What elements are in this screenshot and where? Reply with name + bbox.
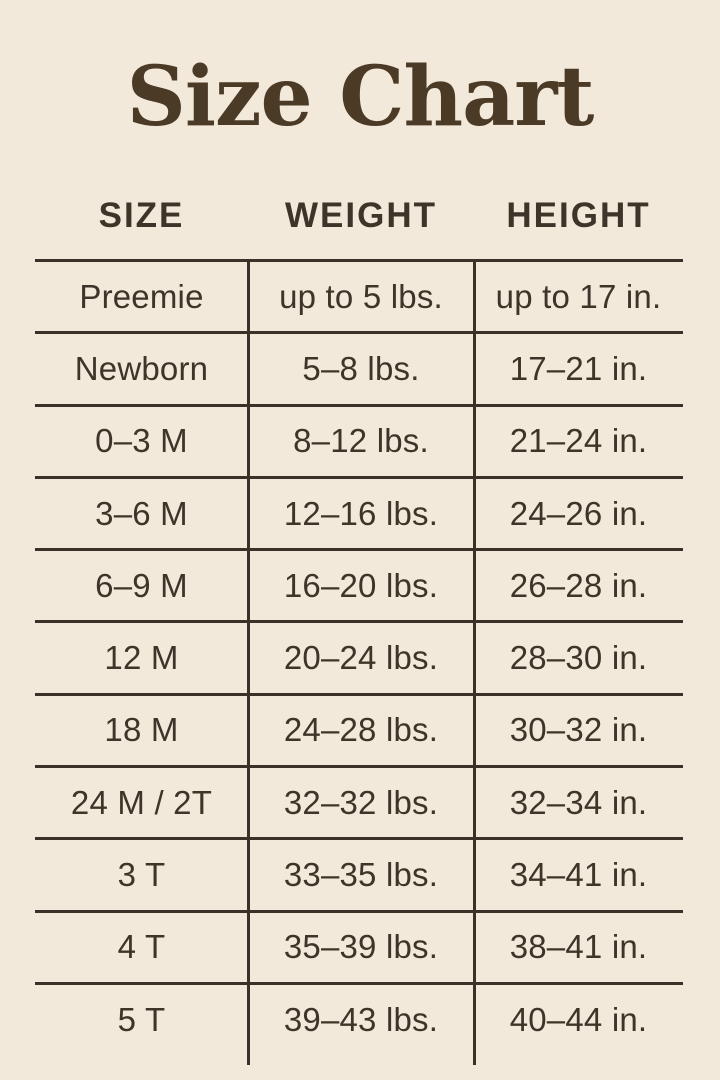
height-cell: 17–21 in. [509, 349, 648, 387]
size-cell: 6–9 M [95, 566, 188, 604]
table-row: 18 M 24–28 lbs. 30–32 in. [35, 692, 683, 765]
table-row: 24 M / 2T 32–32 lbs. 32–34 in. [35, 765, 683, 837]
weight-cell: 12–16 lbs. [283, 494, 439, 532]
size-cell: Newborn [74, 349, 209, 387]
table-row: 3 T 33–35 lbs. 34–41 in. [35, 837, 683, 909]
table-row: 12 M 20–24 lbs. 28–30 in. [35, 620, 683, 692]
size-cell: 12 M [104, 639, 179, 677]
weight-cell: 5–8 lbs. [302, 349, 420, 387]
column-header-weight: WEIGHT [285, 196, 437, 235]
column-header-size: SIZE [98, 196, 185, 235]
table-row: 6–9 M 16–20 lbs. 26–28 in. [35, 548, 683, 620]
height-cell: 34–41 in. [509, 856, 648, 894]
height-cell: 24–26 in. [509, 494, 648, 532]
weight-cell: 20–24 lbs. [283, 639, 439, 677]
height-cell: 38–41 in. [509, 928, 648, 966]
size-cell: 18 M [104, 711, 179, 749]
size-cell: 5 T [117, 1000, 166, 1038]
column-divider [246, 259, 250, 1065]
weight-cell: 35–39 lbs. [283, 928, 439, 966]
weight-cell: 8–12 lbs. [293, 422, 429, 460]
table-row: Preemie up to 5 lbs. up to 17 in. [35, 259, 683, 331]
weight-cell: up to 5 lbs. [279, 277, 443, 315]
size-cell: 3–6 M [95, 494, 188, 532]
column-divider [472, 259, 476, 1065]
weight-cell: 16–20 lbs. [283, 566, 439, 604]
size-cell: 3 T [117, 856, 166, 894]
table-row: 3–6 M 12–16 lbs. 24–26 in. [35, 475, 683, 548]
table-row: Newborn 5–8 lbs. 17–21 in. [35, 331, 683, 403]
table-row: 0–3 M 8–12 lbs. 21–24 in. [35, 403, 683, 476]
table-row: 5 T 39–43 lbs. 40–44 in. [35, 981, 683, 1054]
weight-cell: 39–43 lbs. [283, 1000, 439, 1038]
weight-cell: 24–28 lbs. [283, 711, 439, 749]
size-cell: 4 T [117, 928, 166, 966]
size-cell: 24 M / 2T [70, 783, 213, 821]
height-cell: 32–34 in. [509, 783, 648, 821]
size-table: Preemie up to 5 lbs. up to 17 in. Newbor… [35, 259, 683, 1065]
height-cell: 26–28 in. [509, 566, 648, 604]
weight-cell: 33–35 lbs. [283, 856, 439, 894]
height-cell: 21–24 in. [509, 422, 648, 460]
height-cell: up to 17 in. [495, 277, 662, 315]
size-cell: Preemie [79, 277, 204, 315]
table-row: 4 T 35–39 lbs. 38–41 in. [35, 909, 683, 982]
weight-cell: 32–32 lbs. [283, 783, 439, 821]
height-cell: 40–44 in. [509, 1000, 648, 1038]
page-title: Size Chart [126, 49, 595, 145]
column-header-height: HEIGHT [506, 196, 651, 235]
height-cell: 28–30 in. [509, 639, 648, 677]
size-cell: 0–3 M [95, 422, 188, 460]
table-header: SIZE WEIGHT HEIGHT [35, 192, 683, 240]
height-cell: 30–32 in. [509, 711, 648, 749]
